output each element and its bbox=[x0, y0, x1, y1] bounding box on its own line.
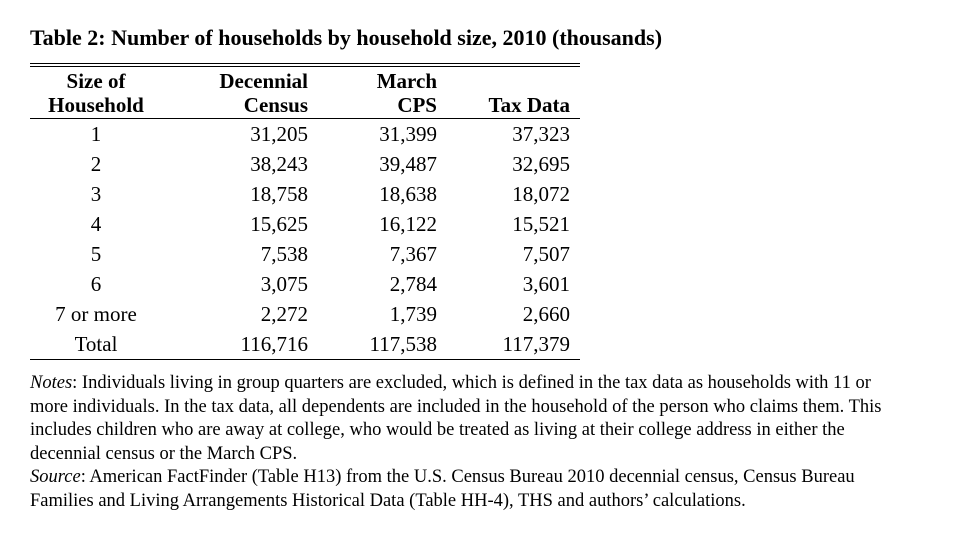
households-table: Size of Household Decennial Census March… bbox=[30, 63, 580, 360]
cell-size: 3 bbox=[90, 181, 102, 206]
cell-cps: 2,784 bbox=[389, 271, 437, 296]
cell-census: 15,625 bbox=[250, 211, 308, 236]
cell-size: 4 bbox=[90, 211, 102, 236]
notes-line-4: decennial census or the March CPS. bbox=[30, 443, 298, 464]
notes-block: Notes: Individuals living in group quart… bbox=[30, 372, 961, 514]
cell-size: 7 or more bbox=[55, 301, 137, 326]
cell-cps: 16,122 bbox=[379, 211, 437, 236]
cell-size: 6 bbox=[90, 271, 102, 296]
source-label: Source bbox=[30, 467, 81, 488]
source-line-1: Source: American FactFinder (Table H13) … bbox=[30, 467, 855, 488]
col-header-size-of-household: Size of Household bbox=[30, 67, 162, 119]
cell-census: 18,758 bbox=[250, 181, 308, 206]
notes-line-2: more individuals. In the tax data, all d… bbox=[30, 396, 882, 417]
table-row: Total 116,716 117,538 117,379 bbox=[30, 329, 580, 360]
cell-cps: 7,367 bbox=[389, 241, 437, 266]
cell-census: 3,075 bbox=[260, 271, 308, 296]
cell-census: 116,716 bbox=[162, 329, 308, 360]
table-row: 3 18,758 18,638 18,072 bbox=[30, 179, 580, 209]
cell-cps: 39,487 bbox=[379, 151, 437, 176]
cell-size: Total bbox=[30, 329, 162, 360]
cell-census: 38,243 bbox=[250, 151, 308, 176]
table-row: 6 3,075 2,784 3,601 bbox=[30, 269, 580, 299]
source-line-2: Families and Living Arrangements Histori… bbox=[30, 490, 746, 511]
table-body: 1 31,205 31,399 37,323 2 38,243 39,487 32,695 3 1… bbox=[30, 119, 580, 360]
cell-census: 2,272 bbox=[260, 301, 308, 326]
cell-size: 2 bbox=[90, 151, 102, 176]
table-row: 5 7,538 7,367 7,507 bbox=[30, 239, 580, 269]
table-row: 4 15,625 16,122 15,521 bbox=[30, 209, 580, 239]
table-header: Size of Household Decennial Census March… bbox=[30, 67, 580, 119]
cell-size: 5 bbox=[90, 241, 102, 266]
cell-tax: 2,660 bbox=[522, 301, 570, 326]
table-row: 7 or more 2,272 1,739 2,660 bbox=[30, 299, 580, 329]
table-title: Table 2: Number of households by househo… bbox=[30, 25, 663, 50]
cell-cps: 1,739 bbox=[389, 301, 437, 326]
cell-tax: 7,507 bbox=[522, 241, 570, 266]
col-header-march-cps: March CPS bbox=[308, 67, 437, 119]
table-top-double-rule bbox=[30, 63, 580, 67]
header-row: Size of Household Decennial Census March… bbox=[30, 67, 580, 119]
cell-cps: 117,538 bbox=[308, 329, 437, 360]
cell-tax: 15,521 bbox=[512, 211, 570, 236]
col-header-tax-data: Tax Data bbox=[437, 67, 580, 119]
table-row: 1 31,205 31,399 37,323 bbox=[30, 119, 580, 150]
cell-census: 31,205 bbox=[250, 121, 308, 146]
cell-cps: 31,399 bbox=[379, 121, 437, 146]
col-header-decennial-census: Decennial Census bbox=[162, 67, 308, 119]
cell-tax: 18,072 bbox=[512, 181, 570, 206]
cell-tax: 32,695 bbox=[512, 151, 570, 176]
cell-tax: 3,601 bbox=[522, 271, 570, 296]
table-row: 2 38,243 39,487 32,695 bbox=[30, 149, 580, 179]
notes-line-3: includes children who are away at colleg… bbox=[30, 420, 845, 441]
cell-tax: 37,323 bbox=[512, 121, 570, 146]
cell-cps: 18,638 bbox=[379, 181, 437, 206]
notes-line-1: Notes: Individuals living in group quart… bbox=[30, 373, 871, 393]
notes-label: Notes bbox=[30, 373, 73, 393]
cell-size: 1 bbox=[90, 121, 102, 146]
cell-tax: 117,379 bbox=[437, 329, 580, 360]
data-table: Size of Household Decennial Census March… bbox=[30, 67, 580, 360]
cell-census: 7,538 bbox=[260, 241, 308, 266]
